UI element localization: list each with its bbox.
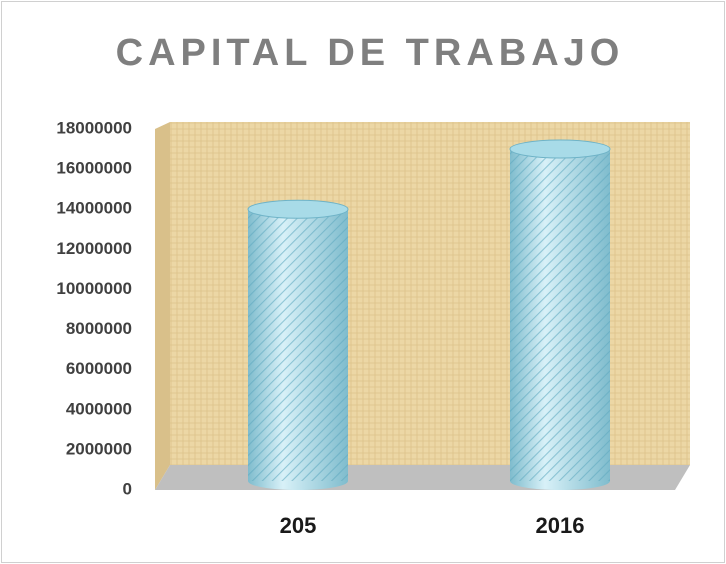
- x-tick-label: 2016: [536, 513, 585, 538]
- x-tick-label: 205: [280, 513, 317, 538]
- y-tick-label: 0: [123, 479, 132, 498]
- y-tick-label: 18000000: [56, 118, 132, 137]
- cylinder-top: [247, 199, 349, 219]
- y-tick-label: 4000000: [66, 399, 132, 418]
- bar: [509, 139, 611, 490]
- bar: [247, 199, 349, 490]
- cylinder-hatch: [248, 209, 348, 481]
- y-tick-label: 8000000: [66, 319, 132, 338]
- side-wall: [155, 122, 170, 490]
- y-tick-label: 6000000: [66, 359, 132, 378]
- y-tick-label: 10000000: [56, 279, 132, 298]
- chart-title: CAPITAL DE TRABAJO: [116, 32, 625, 74]
- y-tick-label: 12000000: [56, 239, 132, 258]
- cylinder-top: [509, 139, 611, 159]
- y-tick-label: 16000000: [56, 159, 132, 178]
- y-tick-label: 14000000: [56, 199, 132, 218]
- y-tick-label: 2000000: [66, 439, 132, 458]
- cylinder-hatch: [510, 149, 610, 482]
